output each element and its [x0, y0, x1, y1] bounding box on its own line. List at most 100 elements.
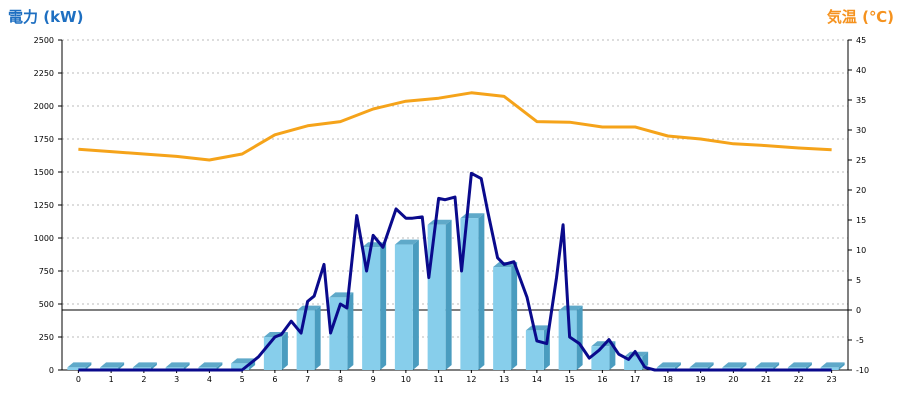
power-bar-front — [329, 297, 348, 370]
x-tick-label: 1 — [109, 375, 114, 384]
power-bar-side — [85, 362, 92, 370]
power-bar — [362, 242, 387, 370]
right-tick-label: -5 — [856, 336, 864, 345]
right-tick-label: 0 — [856, 306, 861, 315]
power-bar — [296, 305, 321, 370]
right-tick-label: 45 — [856, 36, 866, 45]
right-tick-label: 35 — [856, 96, 866, 105]
power-bar-front — [493, 267, 512, 370]
power-bar-top — [525, 325, 550, 331]
x-tick-label: 15 — [565, 375, 575, 384]
power-bar-side — [281, 332, 288, 370]
x-tick-label: 13 — [499, 375, 509, 384]
x-tick-label: 9 — [371, 375, 376, 384]
right-tick-label: 15 — [856, 216, 866, 225]
power-bar-side — [445, 219, 452, 370]
x-tick-label: 3 — [174, 375, 179, 384]
power-bar — [558, 305, 583, 370]
left-tick-label: 2500 — [34, 36, 54, 45]
power-bar-top — [198, 362, 223, 368]
power-bar-top — [296, 305, 321, 311]
power-bar — [67, 362, 92, 370]
power-bar-side — [183, 362, 190, 370]
power-bar-front — [231, 363, 250, 370]
power-bar-front — [427, 224, 446, 370]
power-bar-side — [118, 362, 125, 370]
power-bar-side — [576, 305, 583, 370]
power-bar-top — [231, 358, 256, 364]
power-bar-front — [362, 247, 381, 370]
power-bar-top — [394, 239, 419, 245]
power-bar-front — [296, 310, 315, 370]
left-axis-title: 電力 (kW) — [8, 8, 84, 26]
right-tick-label: 30 — [856, 126, 866, 135]
power-bar-top — [132, 362, 157, 368]
x-tick-label: 8 — [338, 375, 343, 384]
power-bar — [525, 325, 550, 370]
power-bar-front — [558, 310, 577, 370]
power-bar-front — [263, 337, 282, 370]
power-bar-top — [787, 362, 812, 368]
x-tick-label: 16 — [597, 375, 607, 384]
right-tick-label: -10 — [856, 366, 869, 375]
power-bar — [427, 219, 452, 370]
power-bar-top — [67, 362, 92, 368]
power-bar-side — [707, 362, 714, 370]
left-tick-label: 1000 — [34, 234, 54, 243]
right-tick-label: 5 — [856, 276, 861, 285]
power-bar-side — [314, 305, 321, 370]
power-bar-side — [216, 362, 223, 370]
power-bar-top — [100, 362, 125, 368]
power-line — [78, 171, 832, 372]
power-bar-side — [380, 242, 387, 370]
left-tick-label: 1750 — [34, 135, 54, 144]
right-tick-label: 10 — [856, 246, 866, 255]
power-bar — [460, 213, 485, 370]
left-tick-label: 500 — [39, 300, 54, 309]
power-bar-top — [820, 362, 845, 368]
x-tick-label: 21 — [761, 375, 771, 384]
x-tick-label: 17 — [630, 375, 640, 384]
left-tick-label: 1250 — [34, 201, 54, 210]
power-bar-top — [689, 362, 714, 368]
power-bar-front — [394, 244, 413, 370]
power-bar-top — [755, 362, 780, 368]
left-tick-label: 2000 — [34, 102, 54, 111]
x-tick-label: 22 — [794, 375, 804, 384]
left-tick-label: 250 — [39, 333, 54, 342]
x-tick-label: 20 — [728, 375, 738, 384]
x-tick-label: 14 — [532, 375, 542, 384]
x-tick-label: 18 — [663, 375, 673, 384]
x-tick-label: 2 — [141, 375, 146, 384]
x-tick-label: 7 — [305, 375, 310, 384]
x-tick-label: 11 — [434, 375, 444, 384]
x-tick-label: 23 — [827, 375, 837, 384]
right-tick-label: 20 — [856, 186, 866, 195]
temperature-line — [78, 91, 832, 162]
right-tick-label: 40 — [856, 66, 866, 75]
x-tick-label: 19 — [696, 375, 706, 384]
power-bar-top — [427, 219, 452, 225]
x-tick-label: 10 — [401, 375, 411, 384]
power-bar-side — [478, 213, 485, 370]
power-bar-side — [773, 362, 780, 370]
power-bar-top — [722, 362, 747, 368]
power-bar-top — [656, 362, 681, 368]
power-bar-side — [740, 362, 747, 370]
left-tick-label: 2250 — [34, 69, 54, 78]
x-tick-label: 5 — [240, 375, 245, 384]
x-tick-label: 4 — [207, 375, 212, 384]
power-bar-top — [165, 362, 190, 368]
power-bar-front — [460, 218, 479, 370]
power-bar — [493, 262, 518, 370]
power-bar-side — [412, 239, 419, 370]
right-axis-title: 気温 (℃) — [826, 8, 894, 26]
power-bar-side — [150, 362, 157, 370]
power-bar-side — [347, 292, 354, 370]
left-tick-label: 750 — [39, 267, 54, 276]
left-tick-label: 1500 — [34, 168, 54, 177]
power-bar-side — [805, 362, 812, 370]
power-bar — [394, 239, 419, 370]
power-bar-side — [838, 362, 845, 370]
